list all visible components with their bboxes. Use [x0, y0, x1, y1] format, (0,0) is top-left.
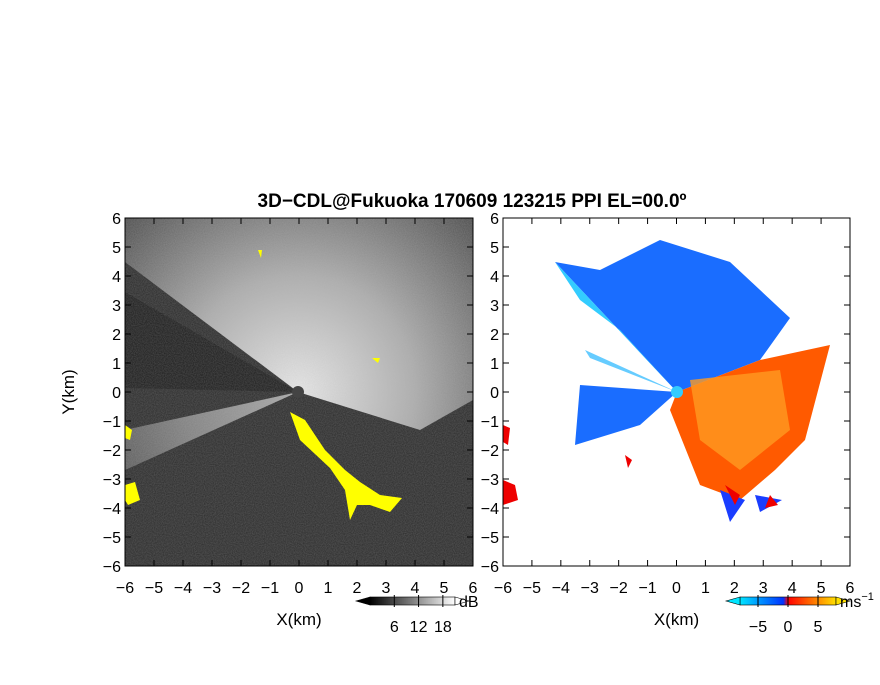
- y-tick-label: −6: [103, 559, 121, 576]
- x-tick-label: 5: [440, 580, 449, 597]
- reflectivity-image: [125, 218, 473, 566]
- x-tick-label: 2: [353, 580, 362, 597]
- x-tick-label: −4: [552, 580, 570, 597]
- x-tick-label: −2: [232, 580, 250, 597]
- x-tick-label: −3: [581, 580, 599, 597]
- x-tick-label: 0: [295, 580, 304, 597]
- colorbar-unit: ms−1: [840, 591, 874, 611]
- y-tick-label: −6: [481, 559, 499, 576]
- x-tick-label: −2: [610, 580, 628, 597]
- y-tick-label: −4: [481, 501, 499, 518]
- y-tick-label: 4: [490, 269, 499, 286]
- y-tick-label: 6: [490, 211, 499, 228]
- y-tick-label: 6: [112, 211, 121, 228]
- colorbar-tick-label: 18: [434, 619, 452, 636]
- y-tick-label: 4: [112, 269, 121, 286]
- y-tick-label: 1: [490, 356, 499, 373]
- colorbar-tick-label: −5: [749, 619, 767, 636]
- colorbar-arrow: [354, 596, 371, 606]
- colorbar-unit-text: dB: [459, 594, 479, 611]
- x-tick-label: −6: [116, 580, 134, 597]
- colorbar-arrow: [835, 596, 852, 606]
- y-tick-label: −4: [103, 501, 121, 518]
- colorbar-unit-text: ms: [840, 594, 861, 611]
- x-tick-label: −1: [261, 580, 279, 597]
- x-tick-label: −3: [203, 580, 221, 597]
- x-tick-label: 4: [788, 580, 797, 597]
- x-axis-label: X(km): [654, 610, 699, 629]
- x-tick-label: 2: [730, 580, 739, 597]
- x-tick-label: 3: [382, 580, 391, 597]
- x-tick-label: 6: [846, 580, 855, 597]
- colorbar-tick-label: 12: [410, 619, 428, 636]
- x-tick-label: 5: [817, 580, 826, 597]
- y-tick-label: −2: [481, 443, 499, 460]
- x-tick-label: 3: [759, 580, 768, 597]
- y-axis-label: Y(km): [59, 369, 78, 414]
- title: 3D−CDL@Fukuoka 170609 123215 PPI EL=00.0…: [258, 191, 687, 212]
- y-tick-label: 5: [490, 240, 499, 257]
- x-tick-label: 4: [411, 580, 420, 597]
- colorbar-tick-label: 5: [814, 619, 823, 636]
- y-tick-label: 2: [490, 327, 499, 344]
- y-tick-label: 0: [112, 385, 121, 402]
- y-tick-label: 3: [112, 298, 121, 315]
- colorbar-tick-label: 0: [784, 619, 793, 636]
- x-tick-label: 6: [469, 580, 478, 597]
- colorbar-unit-exponent: −1: [861, 591, 874, 603]
- y-tick-label: 3: [490, 298, 499, 315]
- x-tick-label: 0: [672, 580, 681, 597]
- colorbar: [369, 596, 456, 606]
- y-tick-label: −1: [103, 414, 121, 431]
- x-tick-label: −4: [174, 580, 192, 597]
- y-tick-label: 5: [112, 240, 121, 257]
- y-tick-label: −3: [103, 472, 121, 489]
- x-axis-label: X(km): [276, 610, 321, 629]
- y-tick-label: −5: [481, 530, 499, 547]
- colorbar-arrow: [724, 596, 741, 606]
- velocity-image: [503, 218, 850, 566]
- colorbar-unit: dB: [459, 594, 479, 611]
- y-tick-label: −1: [481, 414, 499, 431]
- colorbar-tick-label: 6: [390, 619, 399, 636]
- y-tick-label: −2: [103, 443, 121, 460]
- x-tick-label: −6: [494, 580, 512, 597]
- y-tick-label: 2: [112, 327, 121, 344]
- colorbar-arrow: [454, 596, 471, 606]
- x-tick-label: 1: [701, 580, 710, 597]
- y-tick-label: −3: [481, 472, 499, 489]
- y-tick-label: 1: [112, 356, 121, 373]
- y-tick-label: 0: [490, 385, 499, 402]
- x-tick-label: −1: [638, 580, 656, 597]
- x-tick-label: −5: [145, 580, 163, 597]
- x-tick-label: −5: [523, 580, 541, 597]
- y-tick-label: −5: [103, 530, 121, 547]
- x-tick-label: 1: [324, 580, 333, 597]
